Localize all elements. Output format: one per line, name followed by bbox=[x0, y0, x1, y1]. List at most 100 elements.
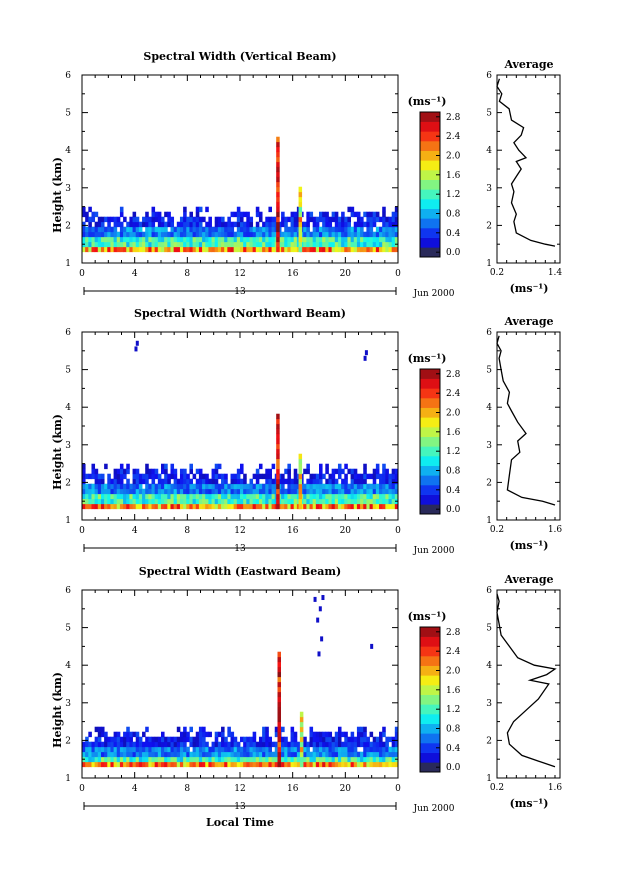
heat-cell bbox=[240, 226, 244, 233]
average-y-tick-label: 5 bbox=[486, 366, 492, 376]
heat-cell bbox=[129, 226, 133, 233]
spike-cell bbox=[298, 236, 303, 243]
heat-cell bbox=[145, 726, 149, 733]
heat-cell bbox=[293, 241, 298, 248]
colorbar bbox=[419, 111, 441, 258]
heat-cell bbox=[94, 741, 99, 748]
heat-cell bbox=[268, 746, 272, 753]
heat-cell bbox=[183, 741, 187, 748]
spike-cell bbox=[276, 433, 280, 440]
heat-cell bbox=[290, 726, 295, 733]
heat-cell bbox=[325, 211, 329, 218]
spike-cell bbox=[276, 488, 280, 495]
heat-cell bbox=[217, 756, 222, 763]
heat-cell bbox=[173, 736, 178, 743]
heat-cell bbox=[331, 761, 336, 768]
heat-cell bbox=[306, 226, 310, 233]
heat-cell bbox=[240, 221, 244, 228]
heat-cell bbox=[265, 731, 269, 738]
heat-cell bbox=[227, 231, 231, 238]
heat-cell bbox=[148, 216, 152, 223]
heat-cell bbox=[356, 498, 361, 505]
heat-cell bbox=[157, 221, 162, 228]
heat-cell bbox=[287, 473, 291, 480]
heat-cell bbox=[309, 216, 314, 223]
heat-cell bbox=[341, 746, 345, 753]
heat-cell bbox=[176, 231, 181, 238]
heat-cell bbox=[325, 746, 329, 753]
heat-cell bbox=[382, 731, 386, 738]
heat-cell bbox=[325, 246, 329, 253]
heat-cell bbox=[211, 468, 216, 475]
heat-cell bbox=[129, 756, 133, 763]
heat-cell bbox=[157, 736, 162, 743]
heat-cell bbox=[312, 503, 317, 510]
heat-cell bbox=[290, 221, 295, 228]
heat-cell bbox=[94, 761, 99, 768]
heat-cell bbox=[312, 746, 317, 753]
heat-cell bbox=[277, 488, 282, 495]
heat-cell bbox=[129, 741, 133, 748]
heat-cell bbox=[224, 241, 228, 248]
heat-cell bbox=[138, 226, 143, 233]
heat-cell bbox=[97, 473, 102, 480]
spike-cell bbox=[277, 751, 281, 758]
heat-cell bbox=[151, 468, 156, 475]
colorbar-tick-label: 0.4 bbox=[446, 486, 461, 496]
heat-cell bbox=[236, 241, 241, 248]
heat-cell bbox=[192, 756, 197, 763]
heat-cell bbox=[322, 736, 326, 743]
heat-cell bbox=[243, 226, 247, 233]
heat-cell bbox=[195, 468, 200, 475]
heat-cell bbox=[224, 493, 228, 500]
heat-cell bbox=[221, 226, 225, 233]
heat-cell bbox=[366, 741, 370, 748]
heat-cell bbox=[170, 756, 175, 763]
heat-cell bbox=[88, 503, 92, 510]
heat-cell bbox=[287, 761, 291, 768]
heat-cell bbox=[375, 473, 380, 480]
heat-cell bbox=[347, 746, 351, 753]
heat-cell bbox=[116, 756, 121, 763]
heat-cell bbox=[202, 761, 206, 768]
heat-cell bbox=[293, 483, 298, 490]
heat-cell bbox=[382, 226, 386, 233]
heat-cell bbox=[252, 483, 257, 490]
heat-cell bbox=[157, 473, 162, 480]
heat-cell bbox=[148, 503, 152, 510]
spike-cell bbox=[276, 453, 280, 460]
heat-cell bbox=[350, 236, 355, 243]
heat-cell bbox=[145, 226, 149, 233]
heat-cell bbox=[82, 488, 86, 495]
y-axis-label: Height (km) bbox=[51, 157, 64, 233]
heat-cell bbox=[290, 741, 295, 748]
day-label: 13 bbox=[234, 544, 246, 554]
heat-cell bbox=[170, 221, 175, 228]
y-tick-label: 5 bbox=[65, 109, 71, 119]
heat-cell bbox=[249, 226, 254, 233]
heat-cell bbox=[394, 226, 399, 233]
heat-cell bbox=[123, 751, 127, 758]
heat-cell bbox=[104, 503, 108, 510]
heat-cell bbox=[167, 498, 171, 505]
colorbar-tick-label: 1.2 bbox=[446, 447, 460, 457]
heat-cell bbox=[110, 493, 114, 500]
heat-cell bbox=[214, 236, 219, 243]
heat-cell bbox=[315, 741, 320, 748]
heat-cell bbox=[281, 473, 285, 480]
heat-cell bbox=[151, 488, 156, 495]
heat-cell bbox=[202, 736, 206, 743]
heat-cell bbox=[189, 498, 193, 505]
heat-cell bbox=[230, 756, 235, 763]
colorbar-tick-labels: 0.00.40.81.21.62.02.42.8 bbox=[436, 628, 461, 773]
heat-cell bbox=[382, 741, 386, 748]
spike-cell bbox=[298, 246, 303, 253]
heat-cell bbox=[385, 236, 389, 243]
heat-cell bbox=[132, 488, 137, 495]
heat-cell bbox=[189, 741, 193, 748]
heat-cell bbox=[258, 216, 263, 223]
heat-cell bbox=[233, 498, 238, 505]
heat-cell bbox=[189, 463, 193, 470]
heat-cell bbox=[116, 468, 121, 475]
colorbar-tick-label: 1.6 bbox=[446, 428, 461, 438]
